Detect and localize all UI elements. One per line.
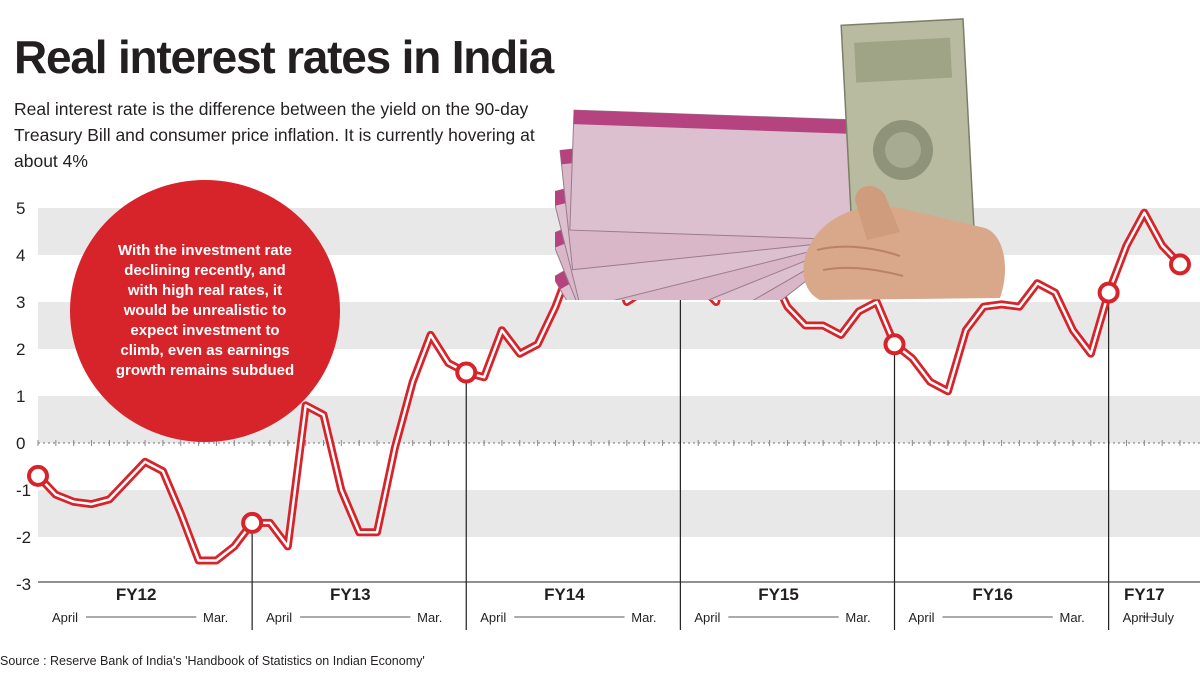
y-tick-label: 0 [16, 434, 25, 453]
period-start-label: April [266, 610, 292, 625]
fiscal-year-label: FY17 [1124, 585, 1165, 604]
period-end-label: Mar. [631, 610, 656, 625]
period-start-label: April [694, 610, 720, 625]
period-start-label: April [480, 610, 506, 625]
callout-bubble: With the investment rate declining recen… [70, 180, 340, 442]
highlight-point [241, 511, 264, 534]
fiscal-year-label: FY12 [116, 585, 157, 604]
highlight-point [883, 333, 906, 356]
highlight-point [1169, 253, 1191, 276]
y-tick-label: -2 [16, 528, 31, 547]
fiscal-year-label: FY15 [758, 585, 799, 604]
hand-icon [803, 185, 1005, 300]
y-tick-label: 4 [16, 246, 25, 265]
y-tick-label: -3 [16, 575, 31, 594]
y-tick-label: 1 [16, 387, 25, 406]
callout-text: With the investment rate declining recen… [115, 242, 295, 379]
y-tick-label: -1 [16, 481, 31, 500]
chart-title: Real interest rates in India [14, 31, 554, 83]
period-end-label: Mar. [1059, 610, 1084, 625]
highlight-point [1097, 281, 1120, 304]
period-end-label: Mar. [203, 610, 228, 625]
y-tick-label: 5 [16, 199, 25, 218]
rupee-notes-illustration [555, 18, 1005, 300]
period-end-label: July [1151, 610, 1175, 625]
highlight-point [455, 361, 478, 384]
fiscal-year-label: FY16 [972, 585, 1013, 604]
period-end-label: Mar. [845, 610, 870, 625]
y-tick-label: 3 [16, 293, 25, 312]
banknote-fan-icon [555, 18, 976, 300]
y-tick-label: 2 [16, 340, 25, 359]
source-note: Source : Reserve Bank of India's 'Handbo… [0, 654, 425, 668]
period-start-label: April [909, 610, 935, 625]
highlight-point [27, 464, 49, 487]
fiscal-year-label: FY14 [544, 585, 585, 604]
fiscal-year-label: FY13 [330, 585, 371, 604]
period-start-label: April [52, 610, 78, 625]
period-start-label: April [1123, 610, 1149, 625]
grid-band [38, 490, 1200, 537]
period-end-label: Mar. [417, 610, 442, 625]
chart-subtitle: Real interest rate is the difference bet… [14, 99, 535, 171]
